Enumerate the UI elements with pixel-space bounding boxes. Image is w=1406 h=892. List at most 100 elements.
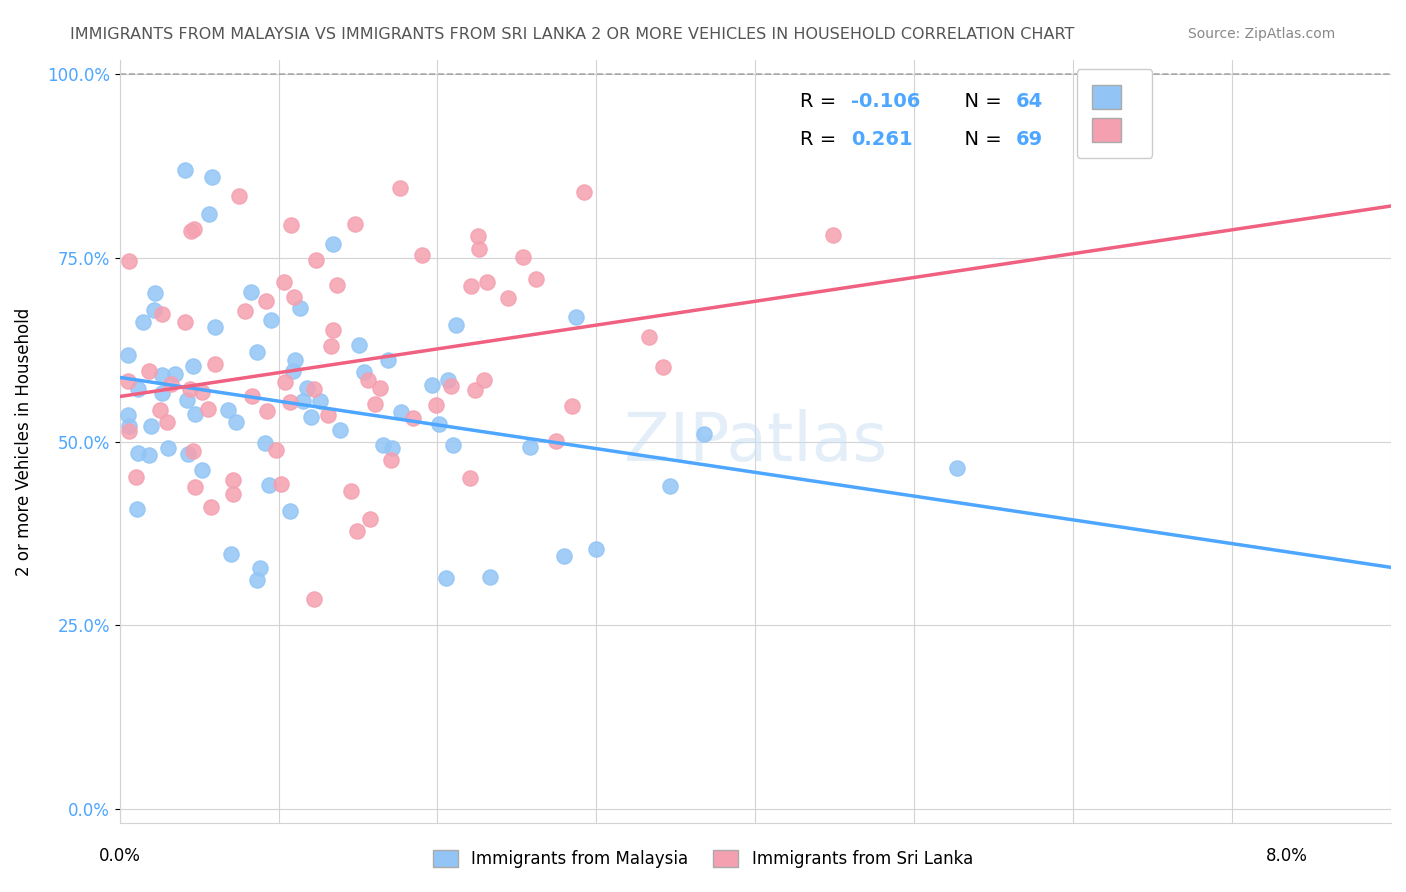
- Point: [444, 318, 467, 333]
- Point: [425, 398, 447, 412]
- Point: [346, 524, 368, 538]
- Point: [217, 403, 239, 417]
- Point: [222, 487, 245, 501]
- Point: [254, 436, 277, 450]
- Point: [585, 541, 607, 556]
- Point: [260, 313, 283, 327]
- Point: [434, 571, 457, 585]
- Point: [659, 479, 682, 493]
- Point: [157, 441, 180, 455]
- Point: [402, 411, 425, 425]
- Point: [821, 228, 844, 243]
- Point: [329, 423, 352, 437]
- Point: [240, 285, 263, 300]
- Text: -0.106: -0.106: [851, 92, 920, 112]
- Point: [437, 373, 460, 387]
- Point: [389, 181, 412, 195]
- Point: [280, 218, 302, 232]
- Point: [184, 480, 207, 494]
- Point: [339, 483, 361, 498]
- Point: [553, 549, 575, 564]
- Point: [524, 271, 547, 285]
- Point: [246, 573, 269, 587]
- Point: [305, 252, 328, 267]
- Point: [257, 478, 280, 492]
- Point: [283, 290, 305, 304]
- Point: [181, 443, 204, 458]
- Point: [191, 463, 214, 477]
- Point: [197, 207, 219, 221]
- Point: [411, 248, 433, 262]
- Point: [561, 399, 583, 413]
- Point: [347, 337, 370, 351]
- Point: [273, 276, 295, 290]
- Text: 0.0%: 0.0%: [98, 847, 141, 865]
- Point: [117, 348, 139, 362]
- Point: [204, 357, 226, 371]
- Point: [496, 291, 519, 305]
- Point: [131, 315, 153, 329]
- Point: [183, 407, 205, 421]
- Point: [149, 403, 172, 417]
- Point: [292, 394, 315, 409]
- Point: [174, 162, 197, 177]
- Point: [139, 419, 162, 434]
- Text: 64: 64: [1017, 92, 1043, 112]
- Point: [245, 344, 267, 359]
- Point: [117, 374, 139, 388]
- Point: [160, 377, 183, 392]
- Text: R =: R =: [800, 130, 842, 149]
- Point: [150, 307, 173, 321]
- Point: [377, 353, 399, 368]
- Point: [544, 434, 567, 448]
- Point: [204, 320, 226, 334]
- Point: [477, 275, 499, 289]
- Point: [264, 443, 287, 458]
- Text: 69: 69: [1017, 130, 1043, 149]
- Point: [256, 404, 278, 418]
- Point: [233, 303, 256, 318]
- Point: [322, 323, 344, 337]
- Point: [290, 301, 312, 315]
- Text: N =: N =: [952, 130, 1008, 149]
- Point: [155, 415, 177, 429]
- Point: [201, 170, 224, 185]
- Point: [127, 446, 149, 460]
- Point: [458, 471, 481, 485]
- Point: [427, 417, 450, 431]
- Point: [638, 330, 661, 344]
- Point: [281, 364, 304, 378]
- Point: [225, 415, 247, 429]
- Point: [441, 437, 464, 451]
- Text: IMMIGRANTS FROM MALAYSIA VS IMMIGRANTS FROM SRI LANKA 2 OR MORE VEHICLES IN HOUS: IMMIGRANTS FROM MALAYSIA VS IMMIGRANTS F…: [70, 27, 1074, 42]
- Point: [183, 222, 205, 236]
- Point: [946, 461, 969, 475]
- Text: ZIPatlas: ZIPatlas: [624, 409, 887, 475]
- Point: [219, 547, 242, 561]
- Point: [440, 378, 463, 392]
- Point: [468, 242, 491, 256]
- Point: [176, 393, 198, 408]
- Point: [125, 470, 148, 484]
- Point: [380, 452, 402, 467]
- Point: [512, 250, 534, 264]
- Point: [254, 294, 277, 309]
- Text: R =: R =: [800, 92, 842, 112]
- Point: [574, 186, 596, 200]
- Point: [240, 388, 263, 402]
- Point: [652, 359, 675, 374]
- Point: [143, 285, 166, 300]
- Legend: , : ,: [1077, 70, 1153, 158]
- Point: [302, 592, 325, 607]
- Point: [319, 339, 342, 353]
- Point: [173, 315, 195, 329]
- Point: [118, 418, 141, 433]
- Point: [472, 373, 495, 387]
- Point: [228, 189, 250, 203]
- Point: [309, 394, 332, 409]
- Point: [326, 277, 349, 292]
- Point: [150, 385, 173, 400]
- Point: [381, 442, 404, 456]
- Legend: Immigrants from Malaysia, Immigrants from Sri Lanka: Immigrants from Malaysia, Immigrants fro…: [426, 843, 980, 875]
- Point: [364, 397, 387, 411]
